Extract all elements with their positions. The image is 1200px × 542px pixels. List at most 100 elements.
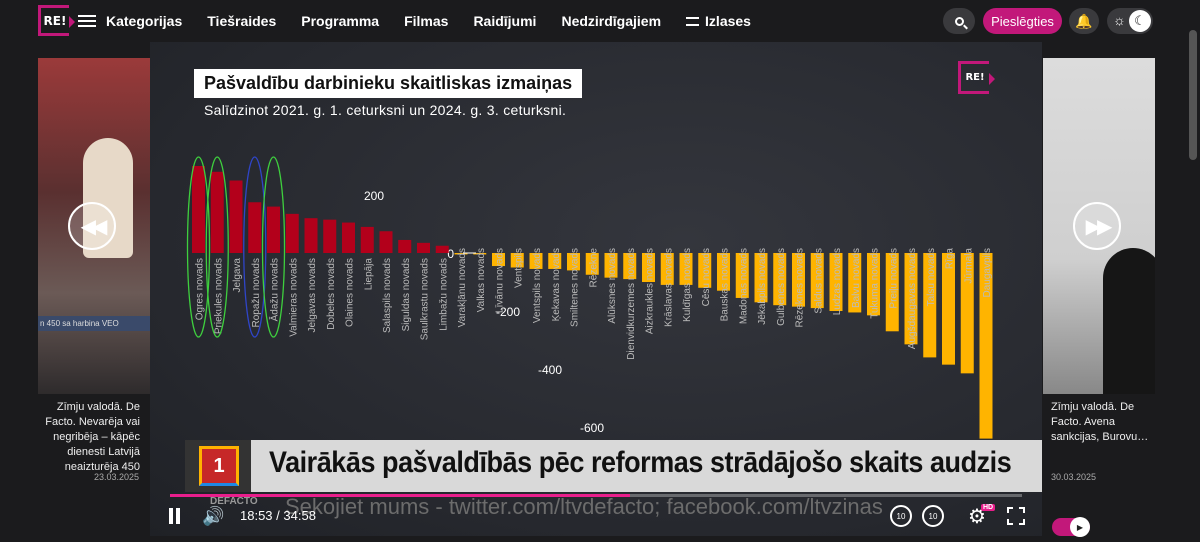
nav-item-kategorijas[interactable]: Kategorijas [106,13,183,29]
category-label: Ķekavas novads [551,248,562,321]
category-label: Rēzekne [588,248,599,288]
category-label: Ropažu novads [251,258,262,328]
category-label: Līvānu novads [495,248,506,313]
previous-video-button[interactable]: ◀◀ [68,202,116,250]
logo-text: RE! [43,13,67,28]
next-video-title[interactable]: Zīmju valodā. De Facto. Avena sankcijas,… [1051,401,1149,443]
bar [660,253,674,285]
bar [492,253,505,267]
nav-item-filmas[interactable]: Filmas [404,13,449,29]
category-label: Krāslavas novads [663,248,674,327]
autoplay-toggle[interactable]: ▶ [1052,517,1090,537]
ltv-logo: 1 [185,440,251,492]
time-display: 18:53 / 34:58 [240,508,316,523]
hd-badge: HD [981,504,996,511]
channel-watermark: RE! [958,61,995,94]
category-label: Alūksnes novads [607,248,618,324]
prev-video-title[interactable]: Zīmju valodā. De Facto. Nevarēja vai neg… [45,401,140,473]
chart-subtitle: Salīdzinot 2021. g. 1. ceturksni un 2024… [204,102,567,118]
prev-video-date: 23.03.2025 [94,472,140,482]
chart-title: Pašvaldību darbinieku skaitliskas izmaiņ… [194,69,583,98]
bar [773,253,787,306]
sun-icon: ☼ [1113,12,1126,28]
nav-item-izlases[interactable]: Izlases [705,13,751,29]
y-tick-label: -400 [538,363,562,377]
player-controls: 🔊 18:53 / 34:58 10 10 ⚙ HD [150,498,1042,536]
video-player[interactable]: 200 0 -200 -400 -600 Ogres novads Priekules no… [150,42,1042,536]
category-label: Talsu novads [926,248,937,306]
highlight-circle-green [205,156,229,338]
category-label: Dobeles novads [326,258,337,330]
notifications-button[interactable]: 🔔 [1069,8,1099,34]
category-label: Bauskas novads [720,248,731,321]
bar [848,253,862,313]
nav-item-nedzirdigajiem[interactable]: Nedzirdīgajiem [561,13,662,29]
login-button[interactable]: Pieslēgties [983,8,1062,34]
bar [285,213,299,253]
y-tick-label: 200 [364,189,384,203]
bar [754,253,768,303]
category-label: Limbažu novads [438,258,449,331]
rewind-10-icon[interactable]: 10 [890,505,912,527]
bar [904,253,918,345]
category-label: Daugavpils [982,248,993,297]
forward-10-icon[interactable]: 10 [922,505,944,527]
category-label: Siguldas novads [401,258,412,331]
bar [923,253,937,358]
bar [960,253,974,374]
category-label: Kuldīgas novads [682,248,693,322]
bell-icon: 🔔 [1075,12,1093,29]
category-label: Saulkrastu novads [420,258,431,340]
category-label: Ādažu novads [269,258,281,321]
news-lower-third: 1 Vairākās pašvaldībās pēc reformas strā… [185,440,1042,492]
bar [885,253,899,332]
bar [192,166,205,253]
category-label: Gulbenes novads [776,248,787,326]
highlight-circle-green [186,156,211,338]
nav-item-tiesraides[interactable]: Tiešraides [207,13,277,29]
bar [398,239,412,253]
category-label: Olaines novads [345,258,356,327]
bar [735,253,749,298]
volume-icon[interactable]: 🔊 [202,506,225,526]
bar [229,180,243,253]
bar [529,253,543,269]
category-label: Jēkabpils novads [757,248,768,325]
bar [417,242,430,253]
bar [379,231,393,253]
search-button[interactable] [943,8,975,34]
re-logo[interactable]: RE! [38,5,75,36]
category-label: Dienvidkurzemes novads [626,248,637,360]
total-time: 34:58 [283,508,316,523]
rewind-double-arrow-icon: ◀◀ [80,215,108,238]
page-scrollbar[interactable] [1189,30,1197,160]
settings-gear-icon[interactable]: ⚙ [968,506,986,528]
category-label: Rīga [945,248,956,270]
bar-chart: 200 0 -200 -400 -600 Ogres novads Priekules no… [186,156,993,439]
fullscreen-icon[interactable] [1007,507,1025,525]
prev-video-ticker: n 450 sa harbina VEO [38,316,150,331]
category-label: Jūrmala [963,248,974,284]
bar [304,218,318,253]
playlist-icon[interactable] [686,16,700,26]
theme-toggle[interactable]: ☼ ☾ [1107,8,1153,34]
bar [210,171,224,253]
progress-bar[interactable] [170,494,1022,497]
pause-icon[interactable] [168,508,182,524]
category-label: Valmieras novads [288,258,299,337]
ltv1-icon: 1 [199,446,239,486]
next-video-button[interactable]: ▶▶ [1073,202,1121,250]
category-label: Salaspils novads [382,258,393,333]
bar [510,253,524,268]
nav-item-raidijumi[interactable]: Raidījumi [473,13,537,29]
time-separator: / [276,508,280,523]
nav-item-programma[interactable]: Programma [301,13,380,29]
bar [942,253,955,365]
top-navigation-bar: RE! Kategorijas Tiešraides Programma Fil… [0,0,1200,42]
bar [548,253,562,269]
hamburger-menu-icon[interactable] [78,15,96,27]
category-label: Cēsu novads [701,248,712,306]
bar [567,253,580,271]
category-label: Valkas novads [476,248,487,312]
bar [585,253,599,275]
